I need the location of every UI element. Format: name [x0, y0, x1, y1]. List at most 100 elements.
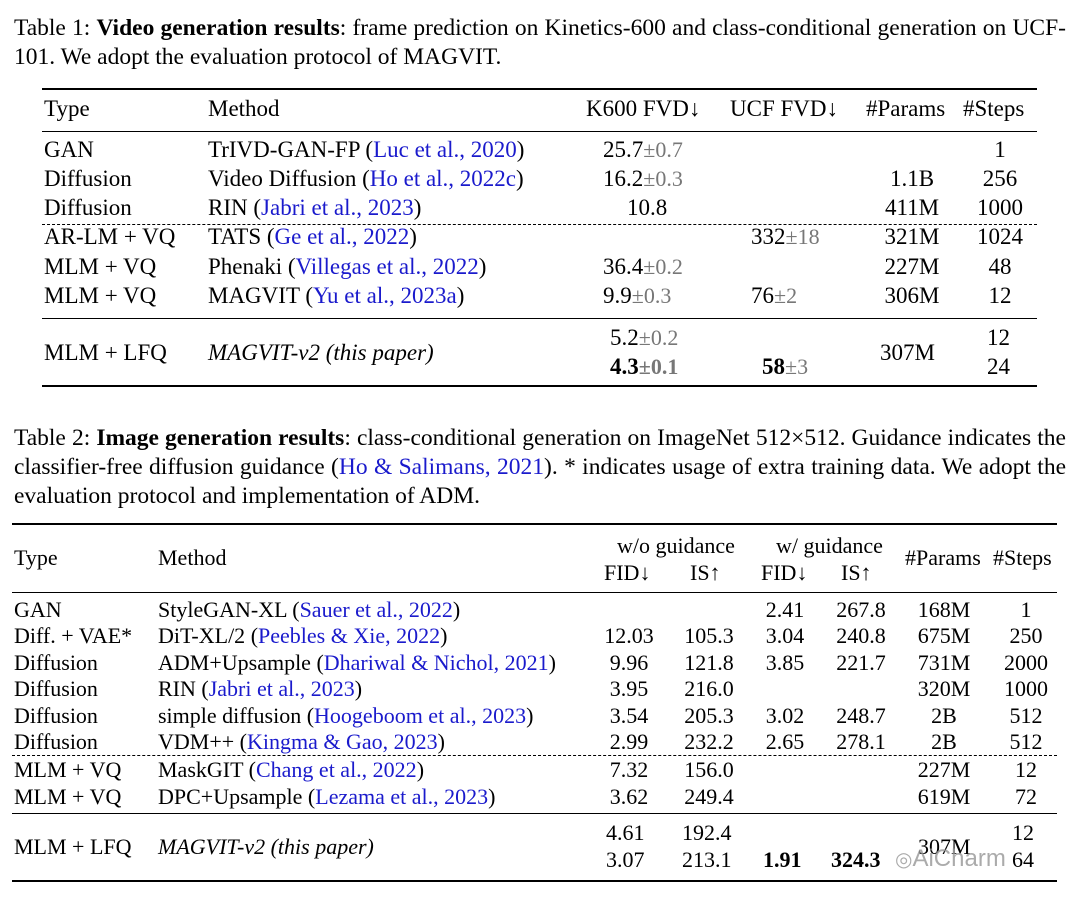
table2-cell-steps: 1 — [1020, 597, 1032, 622]
table2-header-wo-guidance: w/o guidance — [617, 533, 735, 558]
table1-cell-steps: 1000 — [977, 195, 1023, 220]
table2-ours-type: MLM + LFQ — [14, 834, 132, 859]
citation-link[interactable]: Ge et al., 2022 — [274, 224, 410, 249]
watermark-text: AiCharm — [912, 845, 1006, 872]
table1-cell-k600: 36.4±0.2 — [603, 254, 683, 279]
table2-cell-fid1: 7.32 — [609, 757, 649, 782]
table2-caption: Table 2: Image generation results: class… — [14, 424, 1066, 511]
table2-cell-method: DiT-XL/2 (Peebles & Xie, 2022) — [158, 623, 448, 648]
table2-cell-steps: 1000 — [1004, 676, 1048, 701]
citation-link[interactable]: Ho et al., 2022c — [369, 166, 517, 191]
table1-row: MLM + VQ Phenaki (Villegas et al., 2022) 3… — [0, 254, 1080, 283]
table2-cell-steps: 512 — [1009, 729, 1043, 754]
table2-row: GAN StyleGAN-XL (Sauer et al., 2022) 2.41 2… — [0, 597, 1080, 624]
citation-link[interactable]: Sauer et al., 2022 — [299, 597, 453, 622]
table2-header-fid-1: FID↓ — [604, 560, 651, 585]
citation-link[interactable]: Jabri et al., 2023 — [208, 676, 355, 701]
table2-caption-cite[interactable]: Ho & Salimans, 2021 — [338, 454, 544, 480]
table2-caption-text-2: ). * indicates usage of extra training d… — [14, 454, 1066, 509]
table2-cell-is1: 105.3 — [684, 623, 734, 648]
table1-cell-params: 227M — [884, 254, 940, 279]
citation-link[interactable]: Luc et al., 2020 — [373, 137, 517, 162]
citation-link[interactable]: Jabri et al., 2023 — [261, 195, 414, 220]
table2-caption-text-1: : class-conditional generation on ImageN… — [14, 425, 1066, 480]
citation-link[interactable]: Chang et al., 2022 — [255, 757, 417, 782]
table1-ours-k600-b: 4.3±0.1 — [610, 354, 679, 379]
table1-ours-method: MAGVIT-v2 (this paper) — [208, 340, 434, 365]
table1-caption: Table 1: Video generation results: frame… — [14, 14, 1066, 72]
table1-cell-params: 411M — [884, 195, 940, 220]
table2-cell-steps: 12 — [1015, 757, 1037, 782]
citation-link[interactable]: Peebles & Xie, 2022 — [258, 623, 441, 648]
table2-ours-method: MAGVIT-v2 (this paper) — [158, 834, 374, 859]
table2-caption-title: Image generation results — [96, 425, 345, 451]
table1-row: Diffusion RIN (Jabri et al., 2023) 10.8 411… — [0, 195, 1080, 224]
table1-dashed-rule — [42, 224, 1037, 225]
table1-header: Type Method K600 FVD↓ UCF FVD↓ #Params #… — [0, 92, 1080, 126]
table2-cell-fid1: 9.96 — [609, 650, 649, 675]
table1-header-params: #Params — [866, 96, 946, 121]
table2-ours-is1-b: 213.1 — [682, 847, 732, 872]
table1-caption-text: : frame prediction on Kinetics-600 and c… — [14, 15, 1066, 70]
wechat-icon: ◎ — [895, 849, 913, 871]
table2-cell-method: simple diffusion (Hoogeboom et al., 2023… — [158, 703, 534, 728]
table2-cell-params: 2B — [931, 729, 957, 754]
table1-ours-steps-b: 24 — [987, 354, 1010, 379]
table2-cell-steps: 72 — [1015, 784, 1037, 809]
table2-row: Diff. + VAE* DiT-XL/2 (Peebles & Xie, 202… — [0, 623, 1080, 650]
table1-ours-type: MLM + LFQ — [44, 340, 167, 365]
table2-header-is-2: IS↑ — [841, 560, 872, 585]
table1-cell-params: 321M — [884, 224, 940, 249]
table1-row: Diffusion Video Diffusion (Ho et al., 202… — [0, 166, 1080, 195]
table1-cell-method: MAGVIT (Yu et al., 2023a) — [208, 283, 465, 308]
table2-cell-fid1: 12.03 — [604, 623, 654, 648]
table2-ours-rule — [12, 813, 1057, 814]
citation-link[interactable]: Hoogeboom et al., 2023 — [314, 703, 527, 728]
table2-header-is-1: IS↑ — [690, 560, 721, 585]
table2-ours-steps-b: 64 — [1012, 847, 1034, 872]
table2-cell-method: ADM+Upsample (Dhariwal & Nichol, 2021) — [158, 650, 556, 675]
table2-cell-is1: 121.8 — [684, 650, 734, 675]
table2-cell-method: DPC+Upsample (Lezama et al., 2023) — [158, 784, 496, 809]
table2-cell-fid2: 3.85 — [765, 650, 805, 675]
table1-cell-type: Diffusion — [44, 195, 132, 220]
table2-cell-method: MaskGIT (Chang et al., 2022) — [158, 757, 425, 782]
table1-cell-k600: 9.9±0.3 — [603, 283, 672, 308]
table2-cell-fid2: 3.02 — [765, 703, 805, 728]
table2-ours-fid1-b: 3.07 — [606, 847, 645, 872]
table1-cell-type: GAN — [44, 137, 94, 162]
citation-link[interactable]: Kingma & Gao, 2023 — [246, 729, 438, 754]
table2-cell-type: Diffusion — [14, 729, 98, 754]
table1-cell-ucf: 332±18 — [751, 224, 820, 249]
citation-link[interactable]: Yu et al., 2023a — [313, 283, 457, 308]
table2-row: Diffusion RIN (Jabri et al., 2023) 3.95 216… — [0, 676, 1080, 703]
table1-cell-steps: 48 — [988, 254, 1012, 279]
table2-cell-params: 320M — [917, 676, 971, 701]
table2-row: MLM + VQ MaskGIT (Chang et al., 2022) 7.32… — [0, 757, 1080, 784]
table1-cell-params: 1.1B — [889, 166, 935, 191]
watermark: ◎AiCharm — [895, 845, 1006, 873]
table2-dashed-rule — [12, 755, 1057, 756]
table2-cell-steps: 2000 — [1004, 650, 1048, 675]
citation-link[interactable]: Villegas et al., 2022 — [295, 254, 479, 279]
table2-cell-is2: 278.1 — [836, 729, 886, 754]
table1-cell-type: Diffusion — [44, 166, 132, 191]
table2-header-type: Type — [14, 545, 58, 570]
table2-cell-type: MLM + VQ — [14, 757, 122, 782]
table1-caption-title: Video generation results — [96, 15, 340, 41]
table2-cell-steps: 250 — [1009, 623, 1043, 648]
citation-link[interactable]: Lezama et al., 2023 — [315, 784, 489, 809]
table1-row: MLM + VQ MAGVIT (Yu et al., 2023a) 9.9±0.3… — [0, 283, 1080, 312]
table1-cell-k600: 25.7±0.7 — [603, 137, 683, 162]
table1-cell-method: Phenaki (Villegas et al., 2022) — [208, 254, 487, 279]
table2-cell-is1: 249.4 — [684, 784, 734, 809]
table2-ours-steps-a: 12 — [1012, 820, 1034, 845]
table2-cell-type: MLM + VQ — [14, 784, 122, 809]
table2-cell-is2: 240.8 — [836, 623, 886, 648]
table2-cell-method: VDM++ (Kingma & Gao, 2023) — [158, 729, 445, 754]
table2-cell-params: 675M — [917, 623, 971, 648]
table2-ours-fid2-b: 1.91 — [763, 847, 802, 872]
table2-cell-method: StyleGAN-XL (Sauer et al., 2022) — [158, 597, 461, 622]
table2-cell-type: Diffusion — [14, 703, 98, 728]
citation-link[interactable]: Dhariwal & Nichol, 2021 — [323, 650, 549, 675]
